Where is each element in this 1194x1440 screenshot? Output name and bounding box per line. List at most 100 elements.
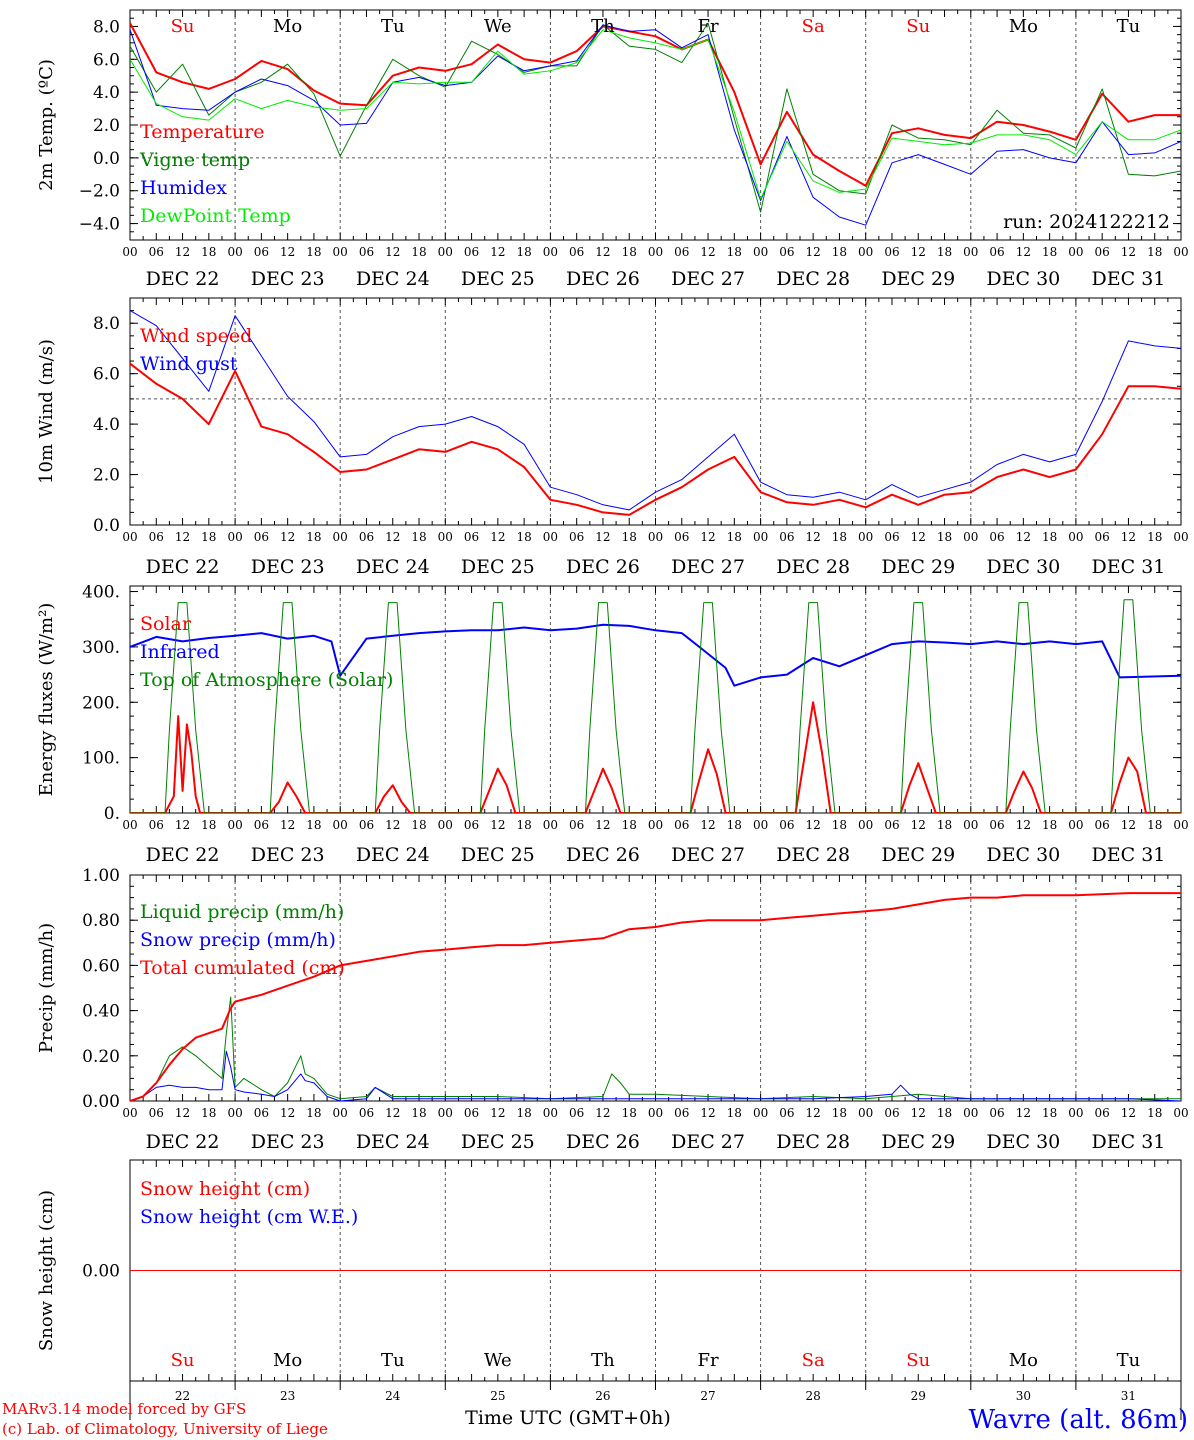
hour-label: 06	[1095, 245, 1110, 259]
date-label: DEC 25	[461, 268, 535, 290]
hour-label: 12	[280, 1106, 295, 1120]
hour-label: 00	[543, 818, 558, 832]
date-label: DEC 22	[146, 268, 220, 290]
y-tick-label: 400.	[82, 583, 120, 603]
day-number: 24	[385, 1389, 401, 1403]
hour-label: 00	[227, 245, 242, 259]
hour-label: 00	[1173, 818, 1188, 832]
hour-label: 06	[989, 818, 1004, 832]
hour-label: 18	[306, 1106, 321, 1120]
hour-label: 06	[884, 245, 899, 259]
hour-label: 06	[779, 530, 794, 544]
hour-label: 12	[385, 1106, 400, 1120]
hour-label: 18	[411, 245, 426, 259]
hour-label: 12	[175, 818, 190, 832]
legend-entry: Snow precip (mm/h)	[140, 929, 336, 951]
hour-label: 06	[359, 245, 374, 259]
y-tick-label: 0.0	[93, 516, 120, 536]
hour-label: 18	[201, 530, 216, 544]
hour-label: 18	[411, 1106, 426, 1120]
hour-label: 18	[516, 530, 531, 544]
y-tick-label: 0.80	[82, 911, 120, 931]
hour-label: 18	[516, 818, 531, 832]
hour-label: 12	[1121, 245, 1136, 259]
hour-label: 06	[1095, 1106, 1110, 1120]
station-label: Wavre (alt. 86m)	[968, 1405, 1188, 1435]
day-number: 28	[806, 1389, 821, 1403]
date-label: DEC 24	[356, 1131, 430, 1153]
legend-entry: Snow height (cm W.E.)	[140, 1206, 358, 1228]
hour-label: 06	[254, 245, 269, 259]
hour-label: 00	[122, 530, 137, 544]
hour-label: 00	[753, 1106, 768, 1120]
series-line-temp-1	[130, 22, 1181, 213]
hour-label: 12	[1016, 818, 1031, 832]
hour-label: 00	[963, 530, 978, 544]
weekday-label: Th	[591, 1350, 615, 1371]
hour-label: 06	[779, 1106, 794, 1120]
hour-label: 00	[858, 530, 873, 544]
y-tick-label: 2.0	[93, 116, 120, 136]
hour-label: 18	[201, 1106, 216, 1120]
hour-label: 06	[569, 245, 584, 259]
date-label: DEC 23	[251, 1131, 325, 1153]
hour-label: 12	[490, 245, 505, 259]
hour-label: 00	[648, 818, 663, 832]
hour-label: 18	[832, 530, 847, 544]
hour-label: 00	[227, 530, 242, 544]
hour-label: 18	[1042, 530, 1057, 544]
date-label: DEC 31	[1092, 844, 1166, 866]
hour-label: 06	[464, 1106, 479, 1120]
hour-label: 12	[385, 530, 400, 544]
legend-entry: Wind speed	[140, 325, 252, 347]
hour-label: 12	[595, 245, 610, 259]
hour-label: 06	[254, 818, 269, 832]
hour-label: 06	[254, 1106, 269, 1120]
hour-label: 06	[254, 530, 269, 544]
hour-label: 06	[359, 1106, 374, 1120]
date-label: DEC 30	[986, 268, 1060, 290]
hour-label: 06	[1095, 530, 1110, 544]
hour-label: 00	[543, 530, 558, 544]
hour-label: 06	[464, 530, 479, 544]
date-label: DEC 30	[986, 1131, 1060, 1153]
series-line-energy-0	[130, 701, 1181, 813]
hour-label: 06	[779, 245, 794, 259]
hour-label: 18	[306, 530, 321, 544]
hour-label: 00	[753, 245, 768, 259]
hour-label: 00	[963, 818, 978, 832]
date-label: DEC 23	[251, 844, 325, 866]
weekday-label: Mo	[1009, 1350, 1038, 1371]
hour-label: 12	[911, 245, 926, 259]
hour-label: 12	[595, 530, 610, 544]
hour-label: 00	[543, 1106, 558, 1120]
date-label: DEC 31	[1092, 1131, 1166, 1153]
hour-label: 06	[464, 818, 479, 832]
series-line-precip-1	[130, 1050, 1181, 1101]
day-number: 26	[595, 1389, 610, 1403]
hour-label: 06	[989, 530, 1004, 544]
legend-entry: Infrared	[140, 641, 220, 663]
hour-label: 12	[1016, 530, 1031, 544]
legend-entry: DewPoint Temp	[140, 205, 291, 227]
hour-label: 12	[595, 818, 610, 832]
hour-label: 00	[438, 1106, 453, 1120]
weekday-label: Su	[906, 1350, 930, 1371]
weekday-label: We	[484, 16, 512, 37]
hour-label: 12	[280, 530, 295, 544]
weekday-label: Mo	[1009, 16, 1038, 37]
date-label: DEC 31	[1092, 556, 1166, 578]
weekday-label: Sa	[802, 1350, 825, 1371]
hour-label: 18	[937, 530, 952, 544]
hour-label: 06	[779, 818, 794, 832]
legend-entry: Solar	[140, 613, 192, 635]
weekday-label: Su	[171, 1350, 195, 1371]
hour-label: 12	[1121, 818, 1136, 832]
hour-label: 00	[438, 245, 453, 259]
hour-label: 12	[700, 1106, 715, 1120]
hour-label: 18	[937, 1106, 952, 1120]
hour-label: 06	[569, 818, 584, 832]
hour-label: 18	[1042, 818, 1057, 832]
weekday-label: Sa	[802, 16, 825, 37]
hour-label: 12	[700, 530, 715, 544]
